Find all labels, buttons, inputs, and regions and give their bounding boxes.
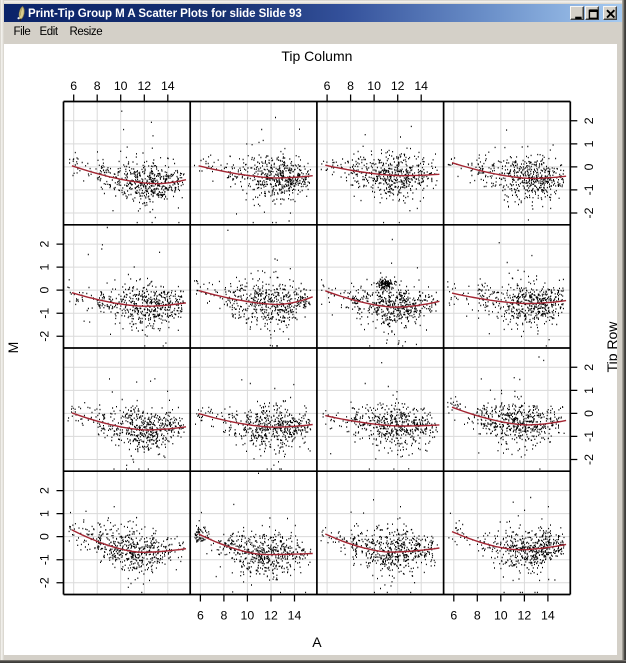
svg-text:-1: -1	[582, 184, 596, 195]
svg-text:2: 2	[38, 241, 52, 248]
svg-text:Tip Column: Tip Column	[281, 48, 352, 64]
svg-text:1: 1	[38, 510, 52, 517]
svg-text:10: 10	[494, 609, 508, 623]
svg-text:2: 2	[582, 364, 596, 371]
svg-text:10: 10	[241, 609, 255, 623]
svg-text:6: 6	[324, 79, 331, 93]
svg-text:-2: -2	[38, 577, 52, 588]
svg-text:-1: -1	[38, 554, 52, 565]
svg-text:10: 10	[114, 79, 128, 93]
svg-text:M: M	[5, 342, 21, 354]
svg-text:14: 14	[414, 79, 428, 93]
svg-text:0: 0	[38, 287, 52, 294]
svg-text:8: 8	[347, 79, 354, 93]
svg-text:-1: -1	[38, 308, 52, 319]
svg-text:8: 8	[220, 609, 227, 623]
svg-text:2: 2	[38, 487, 52, 494]
svg-text:12: 12	[264, 609, 278, 623]
svg-text:12: 12	[518, 609, 532, 623]
svg-text:14: 14	[161, 79, 175, 93]
svg-text:14: 14	[288, 609, 302, 623]
svg-text:10: 10	[367, 79, 381, 93]
svg-text:A: A	[312, 634, 322, 650]
svg-text:0: 0	[582, 410, 596, 417]
svg-text:0: 0	[582, 163, 596, 170]
svg-text:1: 1	[582, 140, 596, 147]
svg-text:14: 14	[541, 609, 555, 623]
svg-text:Tip Row: Tip Row	[604, 321, 617, 373]
svg-text:-2: -2	[582, 207, 596, 218]
svg-text:1: 1	[582, 387, 596, 394]
svg-text:6: 6	[70, 79, 77, 93]
svg-text:12: 12	[137, 79, 151, 93]
svg-text:1: 1	[38, 264, 52, 271]
svg-text:-2: -2	[582, 454, 596, 465]
svg-text:12: 12	[391, 79, 405, 93]
svg-text:6: 6	[450, 609, 457, 623]
svg-text:6: 6	[197, 609, 204, 623]
svg-text:-2: -2	[38, 331, 52, 342]
svg-text:-1: -1	[582, 431, 596, 442]
svg-text:8: 8	[474, 609, 481, 623]
svg-text:2: 2	[582, 117, 596, 124]
svg-text:0: 0	[38, 533, 52, 540]
svg-text:8: 8	[94, 79, 101, 93]
